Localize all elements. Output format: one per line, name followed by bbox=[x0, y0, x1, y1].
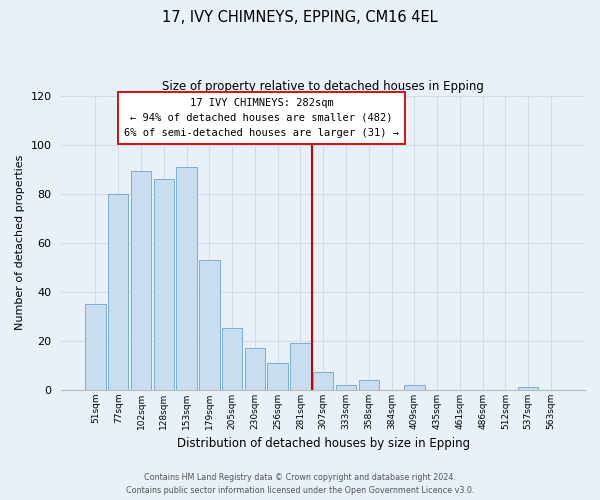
Bar bbox=[336, 384, 356, 390]
Bar bbox=[404, 384, 425, 390]
Bar bbox=[268, 362, 288, 390]
Bar bbox=[108, 194, 128, 390]
Bar bbox=[199, 260, 220, 390]
Bar bbox=[85, 304, 106, 390]
Bar bbox=[222, 328, 242, 390]
Bar bbox=[176, 166, 197, 390]
Bar bbox=[313, 372, 334, 390]
Bar bbox=[245, 348, 265, 390]
Bar bbox=[518, 387, 538, 390]
Text: 17, IVY CHIMNEYS, EPPING, CM16 4EL: 17, IVY CHIMNEYS, EPPING, CM16 4EL bbox=[162, 10, 438, 25]
Bar bbox=[359, 380, 379, 390]
X-axis label: Distribution of detached houses by size in Epping: Distribution of detached houses by size … bbox=[176, 437, 470, 450]
Bar bbox=[290, 343, 311, 390]
Y-axis label: Number of detached properties: Number of detached properties bbox=[15, 155, 25, 330]
Text: 17 IVY CHIMNEYS: 282sqm
← 94% of detached houses are smaller (482)
6% of semi-de: 17 IVY CHIMNEYS: 282sqm ← 94% of detache… bbox=[124, 98, 399, 138]
Bar bbox=[131, 172, 151, 390]
Title: Size of property relative to detached houses in Epping: Size of property relative to detached ho… bbox=[162, 80, 484, 93]
Bar bbox=[154, 179, 174, 390]
Text: Contains HM Land Registry data © Crown copyright and database right 2024.
Contai: Contains HM Land Registry data © Crown c… bbox=[126, 474, 474, 495]
